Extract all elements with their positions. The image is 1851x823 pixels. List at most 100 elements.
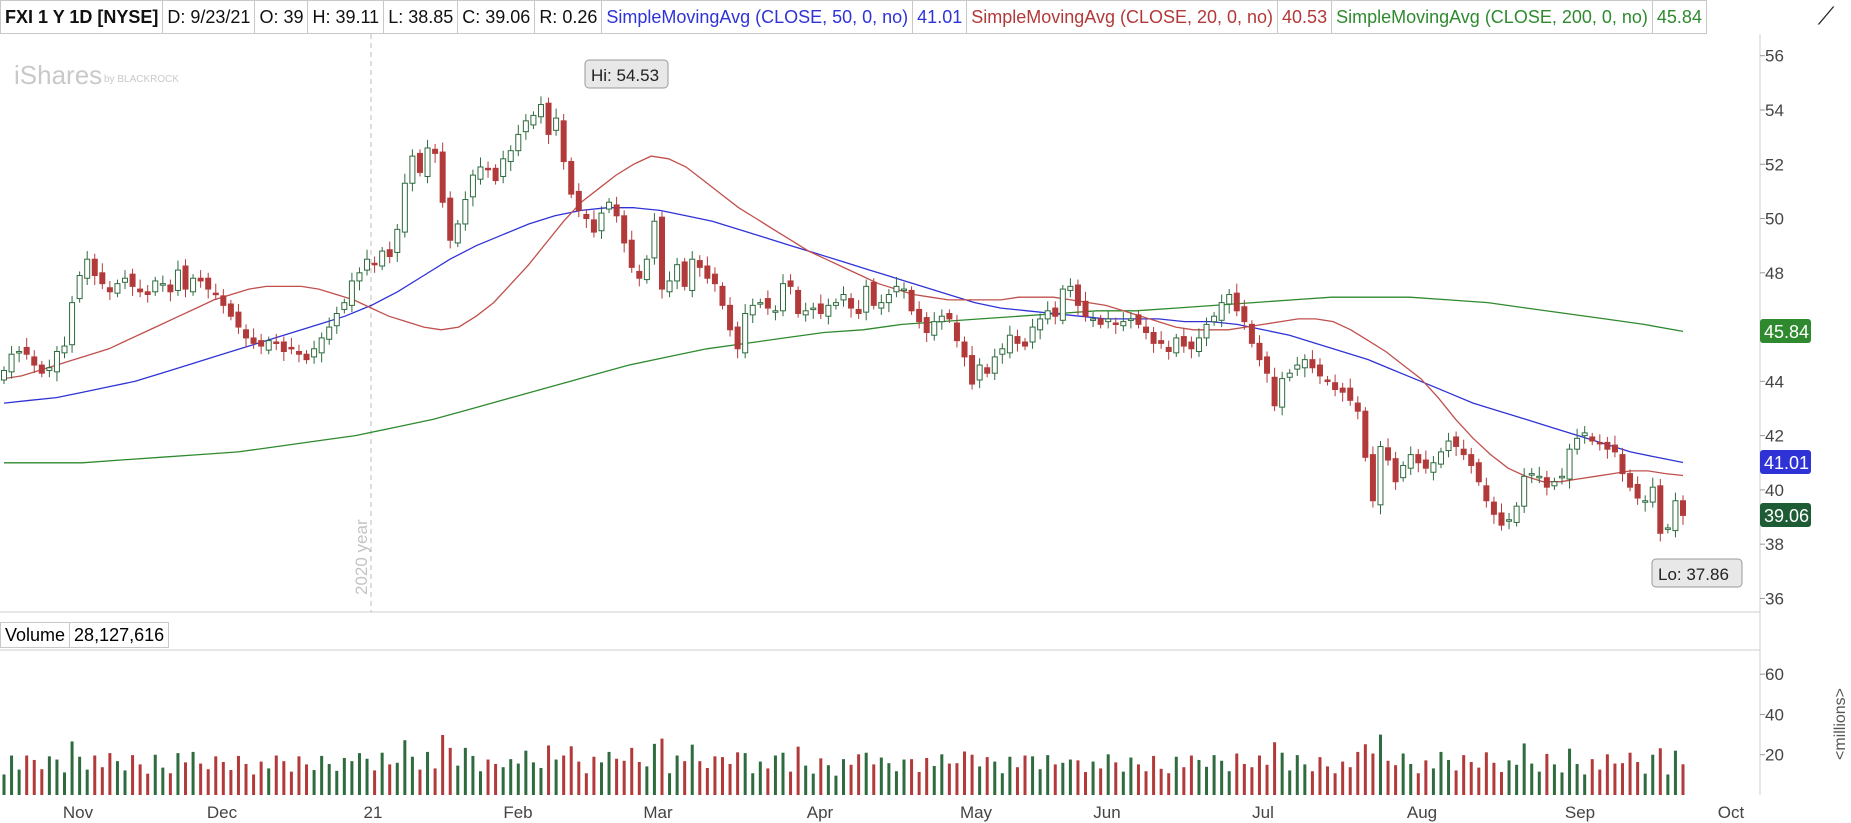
candle-body bbox=[923, 317, 930, 333]
candle-body bbox=[1445, 440, 1452, 452]
candle-body bbox=[1014, 336, 1021, 344]
candle-body bbox=[658, 216, 665, 290]
volume-bar bbox=[1136, 764, 1140, 795]
volume-bar bbox=[1447, 759, 1451, 795]
candle-body bbox=[1165, 346, 1172, 352]
volume-bar bbox=[554, 759, 558, 795]
candle-body bbox=[1680, 500, 1686, 516]
volume-bar bbox=[955, 763, 959, 795]
volume-bar bbox=[1522, 743, 1526, 795]
volume-bar bbox=[1401, 753, 1405, 795]
candle-body bbox=[560, 120, 567, 163]
candle-body bbox=[1279, 378, 1286, 408]
volume-bar bbox=[388, 764, 392, 795]
candle-body bbox=[1173, 337, 1180, 354]
volume-bar bbox=[282, 761, 286, 795]
volume-bar bbox=[675, 755, 679, 795]
volume-bar bbox=[1575, 763, 1579, 795]
candle-body bbox=[1097, 318, 1104, 325]
volume-bar bbox=[1106, 754, 1110, 795]
volume-bar bbox=[289, 771, 293, 795]
volume-bar bbox=[63, 772, 67, 795]
symbol-title[interactable]: FXI 1 Y 1D [NYSE] bbox=[0, 0, 164, 34]
sma200-study-label[interactable]: SimpleMovingAvg (CLOSE, 200, 0, no) bbox=[1332, 0, 1653, 34]
lo-callout: Lo: 37.86 bbox=[1658, 565, 1729, 584]
candle-body bbox=[1135, 314, 1142, 325]
volume-bar bbox=[100, 767, 104, 795]
candle-body bbox=[69, 302, 76, 346]
candle-body bbox=[885, 294, 892, 304]
candle-body bbox=[243, 329, 250, 339]
candle-body bbox=[643, 258, 650, 281]
volume-bar bbox=[1469, 761, 1473, 795]
sma20-study-value: 40.53 bbox=[1278, 0, 1333, 34]
candle-body bbox=[651, 220, 658, 259]
candle-body bbox=[1566, 448, 1573, 480]
volume-bar bbox=[410, 756, 414, 795]
candle-body bbox=[16, 350, 23, 354]
candle-body bbox=[893, 285, 900, 293]
candle-body bbox=[848, 298, 855, 309]
candle-body bbox=[1634, 483, 1641, 499]
volume-bar bbox=[690, 744, 694, 795]
volume-bar bbox=[970, 754, 974, 795]
candle-body bbox=[401, 182, 408, 233]
volume-bar bbox=[1651, 754, 1655, 795]
sma50-study-label[interactable]: SimpleMovingAvg (CLOSE, 50, 0, no) bbox=[602, 0, 914, 34]
sma200-line bbox=[4, 296, 1684, 464]
volume-bar bbox=[1303, 764, 1307, 795]
candle-body bbox=[1521, 475, 1528, 507]
volume-bar bbox=[1462, 755, 1466, 795]
volume-bar bbox=[1620, 763, 1624, 795]
candle-body bbox=[674, 264, 681, 282]
volume-bar bbox=[433, 768, 437, 795]
candle-body bbox=[1309, 359, 1316, 369]
volume-title[interactable]: Volume bbox=[0, 622, 71, 648]
volume-bar bbox=[1205, 766, 1209, 795]
candle-body bbox=[984, 367, 991, 374]
volume-bar bbox=[1439, 751, 1443, 795]
candle-body bbox=[1611, 444, 1618, 453]
candle-body bbox=[1256, 342, 1263, 361]
time-tick-label: Jul bbox=[1252, 803, 1274, 822]
volume-bar bbox=[766, 768, 770, 795]
candle-body bbox=[1574, 437, 1581, 450]
candle-body bbox=[1581, 432, 1588, 437]
candle-body bbox=[1664, 527, 1671, 530]
volume-bar bbox=[698, 761, 702, 795]
volume-bar bbox=[1605, 754, 1609, 795]
volume-bar bbox=[138, 764, 142, 795]
volume-bar bbox=[872, 764, 876, 795]
volume-bar bbox=[1038, 769, 1042, 795]
line-drawing-icon[interactable]: ⟋ bbox=[1817, 3, 1835, 30]
candle-body bbox=[1619, 454, 1626, 475]
candle-body bbox=[1, 369, 7, 381]
volume-bar bbox=[577, 761, 581, 795]
volume-bar bbox=[426, 751, 430, 795]
volume-bar bbox=[221, 761, 225, 795]
candle-body bbox=[1301, 359, 1308, 369]
candle-body bbox=[91, 258, 98, 277]
candle-body bbox=[908, 289, 915, 312]
volume-bar bbox=[1310, 771, 1314, 795]
volume-bar bbox=[1061, 762, 1065, 795]
sma20-study-label[interactable]: SimpleMovingAvg (CLOSE, 20, 0, no) bbox=[967, 0, 1279, 34]
candle-body bbox=[1506, 519, 1513, 522]
candle-body bbox=[182, 265, 189, 290]
volume-bar bbox=[1590, 759, 1594, 795]
sma20-line bbox=[3, 155, 1684, 483]
time-tick-label: Oct bbox=[1718, 803, 1745, 822]
candle-body bbox=[1286, 372, 1293, 378]
candle-body bbox=[795, 289, 802, 315]
close-readout: C: 39.06 bbox=[458, 0, 536, 34]
candle-body bbox=[364, 258, 371, 271]
candle-body bbox=[1226, 294, 1233, 305]
volume-bar bbox=[168, 773, 172, 795]
volume-bar bbox=[70, 741, 74, 795]
volume-bar bbox=[1250, 767, 1254, 795]
hi-callout: Hi: 54.53 bbox=[591, 66, 659, 85]
candle-body bbox=[1203, 323, 1210, 339]
candle-body bbox=[205, 277, 212, 290]
open-readout: O: 39 bbox=[255, 0, 309, 34]
